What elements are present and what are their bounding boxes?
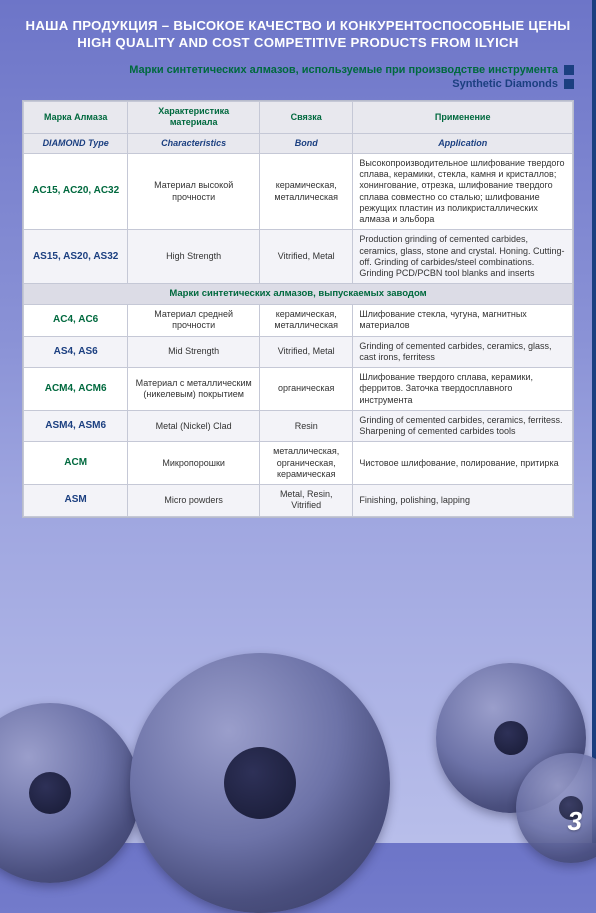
cell-type: AC4, AC6 [24, 305, 128, 337]
cell-type: ACM [24, 442, 128, 485]
table-header-ru: Марка Алмаза Характеристика материала Св… [24, 102, 573, 134]
cell-char: Материал высокой прочности [128, 153, 260, 230]
table-row: ASMMicro powdersMetal, Resin, VitrifiedF… [24, 485, 573, 517]
cell-char: Материал средней прочности [128, 305, 260, 337]
cell-app: Production grinding of cemented carbides… [353, 230, 573, 284]
th-char-ru: Характеристика материала [128, 102, 260, 134]
cell-char: Микропорошки [128, 442, 260, 485]
cell-app: Grinding of cemented carbides, ceramics,… [353, 410, 573, 442]
table-row: AS15, AS20, AS32High StrengthVitrified, … [24, 230, 573, 284]
page-number: 3 [568, 806, 582, 837]
cell-app: Finishing, polishing, lapping [353, 485, 573, 517]
th-type-ru: Марка Алмаза [24, 102, 128, 134]
section-band: Марки синтетических алмазов, выпускаемых… [24, 284, 573, 305]
table-row: AC4, AC6Материал средней прочностикерами… [24, 305, 573, 337]
cell-type: AS4, AS6 [24, 336, 128, 368]
wheel-icon [516, 753, 596, 863]
cell-bond: металлическая, органическая, керамическа… [260, 442, 353, 485]
cell-app: Высокопроизводительное шлифование твердо… [353, 153, 573, 230]
subhead-row-en: Synthetic Diamonds [22, 78, 574, 90]
cell-bond: органическая [260, 368, 353, 411]
cell-char: Mid Strength [128, 336, 260, 368]
headline-en: HIGH QUALITY AND COST COMPETITIVE PRODUC… [22, 35, 574, 50]
table-row: AC15, AC20, AC32Материал высокой прочнос… [24, 153, 573, 230]
cell-type: ACM4, ACM6 [24, 368, 128, 411]
table-row: ACM4, ACM6Материал с металлическим (нике… [24, 368, 573, 411]
cell-app: Шлифование твердого сплава, керамики, фе… [353, 368, 573, 411]
wheel-icon [436, 663, 586, 813]
cell-app: Grinding of cemented carbides, ceramics,… [353, 336, 573, 368]
table-row: AS4, AS6Mid StrengthVitrified, MetalGrin… [24, 336, 573, 368]
table-header-en: DIAMOND Type Characteristics Bond Applic… [24, 133, 573, 153]
cell-bond: Resin [260, 410, 353, 442]
cell-app: Чистовое шлифование, полирование, притир… [353, 442, 573, 485]
cell-bond: Metal, Resin, Vitrified [260, 485, 353, 517]
cell-char: High Strength [128, 230, 260, 284]
square-icon [564, 65, 574, 75]
cell-bond: Vitrified, Metal [260, 336, 353, 368]
th-char-en: Characteristics [128, 133, 260, 153]
cell-bond: Vitrified, Metal [260, 230, 353, 284]
wheel-icon [0, 703, 140, 883]
cell-type: AC15, AC20, AC32 [24, 153, 128, 230]
cell-bond: керамическая, металлическая [260, 305, 353, 337]
grinding-wheels-art [0, 613, 596, 843]
table-row: ASM4, ASM6Metal (Nickel) CladResinGrindi… [24, 410, 573, 442]
cell-char: Материал с металлическим (никелевым) пок… [128, 368, 260, 411]
subhead-en: Synthetic Diamonds [452, 78, 558, 90]
subhead-row-ru: Марки синтетических алмазов, используемы… [22, 64, 574, 76]
th-bond-en: Bond [260, 133, 353, 153]
th-type-en: DIAMOND Type [24, 133, 128, 153]
page-edge-bar [592, 0, 596, 843]
diamonds-table: Марка Алмаза Характеристика материала Св… [23, 101, 573, 517]
cell-char: Metal (Nickel) Clad [128, 410, 260, 442]
table-row: ACMМикропорошкиметаллическая, органическ… [24, 442, 573, 485]
subhead-ru: Марки синтетических алмазов, используемы… [22, 64, 558, 76]
cell-bond: керамическая, металлическая [260, 153, 353, 230]
cell-type: ASM4, ASM6 [24, 410, 128, 442]
diamonds-table-wrap: Марка Алмаза Характеристика материала Св… [22, 100, 574, 518]
headline-ru: НАША ПРОДУКЦИЯ – ВЫСОКОЕ КАЧЕСТВО И КОНК… [22, 18, 574, 33]
square-icon [564, 79, 574, 89]
cell-char: Micro powders [128, 485, 260, 517]
th-app-en: Application [353, 133, 573, 153]
cell-type: AS15, AS20, AS32 [24, 230, 128, 284]
cell-app: Шлифование стекла, чугуна, магнитных мат… [353, 305, 573, 337]
wheel-icon [130, 653, 390, 913]
th-bond-ru: Связка [260, 102, 353, 134]
th-app-ru: Применение [353, 102, 573, 134]
section-band-label: Марки синтетических алмазов, выпускаемых… [24, 284, 573, 305]
cell-type: ASM [24, 485, 128, 517]
